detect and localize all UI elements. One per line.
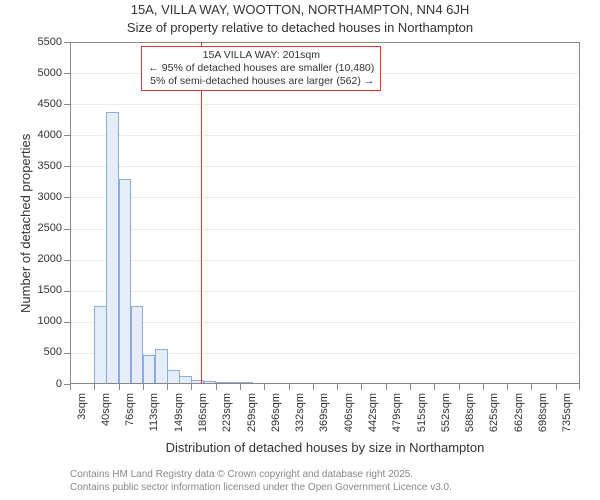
- y-tick-label: 4500: [12, 98, 62, 110]
- x-tick-label: 76sqm: [124, 393, 136, 443]
- x-tick: [337, 384, 338, 390]
- x-tick-label: 698sqm: [537, 393, 549, 443]
- y-tick-label: 3500: [12, 160, 62, 172]
- annotation-line: 5% of semi-detached houses are larger (5…: [148, 75, 374, 88]
- y-tick-label: 500: [12, 346, 62, 358]
- histogram-bar: [106, 112, 119, 384]
- y-tick-label: 4000: [12, 129, 62, 141]
- histogram-bar: [167, 370, 180, 384]
- x-tick-label: 259sqm: [246, 393, 258, 443]
- x-tick: [240, 384, 241, 390]
- footer-line-1: Contains HM Land Registry data © Crown c…: [70, 469, 452, 482]
- x-tick: [531, 384, 532, 390]
- annotation-line: ← 95% of detached houses are smaller (10…: [148, 62, 374, 75]
- x-tick: [264, 384, 265, 390]
- x-tick: [507, 384, 508, 390]
- y-tick-label: 0: [12, 378, 62, 390]
- y-gridline: [70, 197, 580, 198]
- x-tick-label: 662sqm: [513, 393, 525, 443]
- x-tick: [434, 384, 435, 390]
- x-tick: [289, 384, 290, 390]
- chart-title: 15A, VILLA WAY, WOOTTON, NORTHAMPTON, NN…: [0, 2, 600, 18]
- histogram-bar: [119, 179, 132, 384]
- chart-root: { "title": { "line1": "15A, VILLA WAY, W…: [0, 0, 600, 500]
- x-tick: [70, 384, 71, 390]
- x-tick: [459, 384, 460, 390]
- y-tick-label: 2500: [12, 222, 62, 234]
- x-tick-label: 552sqm: [440, 393, 452, 443]
- annotation-line: 15A VILLA WAY: 201sqm: [148, 49, 374, 62]
- y-gridline: [70, 135, 580, 136]
- y-gridline: [70, 291, 580, 292]
- x-tick: [483, 384, 484, 390]
- x-tick-label: 149sqm: [173, 393, 185, 443]
- y-gridline: [70, 104, 580, 105]
- chart-subtitle: Size of property relative to detached ho…: [0, 20, 600, 36]
- reference-line: [201, 42, 202, 384]
- y-tick-label: 1500: [12, 284, 62, 296]
- x-tick: [361, 384, 362, 390]
- x-tick-label: 40sqm: [100, 393, 112, 443]
- x-tick-label: 332sqm: [294, 393, 306, 443]
- plot-area: 15A VILLA WAY: 201sqm← 95% of detached h…: [70, 42, 580, 384]
- x-tick-label: 442sqm: [367, 393, 379, 443]
- x-tick: [216, 384, 217, 390]
- y-tick-label: 1000: [12, 315, 62, 327]
- histogram-bar: [131, 306, 144, 384]
- footer-line-2: Contains public sector information licen…: [70, 482, 452, 495]
- x-tick-label: 223sqm: [221, 393, 233, 443]
- histogram-bar: [143, 355, 156, 384]
- x-tick: [410, 384, 411, 390]
- annotation-box: 15A VILLA WAY: 201sqm← 95% of detached h…: [141, 46, 381, 91]
- y-tick-label: 2000: [12, 253, 62, 265]
- y-gridline: [70, 229, 580, 230]
- x-tick-label: 479sqm: [391, 393, 403, 443]
- x-tick-label: 735sqm: [561, 393, 573, 443]
- y-tick-label: 3000: [12, 191, 62, 203]
- chart-footer: Contains HM Land Registry data © Crown c…: [70, 469, 452, 494]
- y-gridline: [70, 353, 580, 354]
- x-tick-label: 369sqm: [318, 393, 330, 443]
- histogram-bar: [155, 349, 168, 384]
- x-tick-label: 515sqm: [416, 393, 428, 443]
- histogram-bar: [94, 306, 107, 384]
- x-tick-label: 406sqm: [343, 393, 355, 443]
- x-tick-label: 186sqm: [197, 393, 209, 443]
- y-tick-label: 5000: [12, 67, 62, 79]
- x-tick: [556, 384, 557, 390]
- y-gridline: [70, 322, 580, 323]
- x-tick: [167, 384, 168, 390]
- x-tick-label: 625sqm: [488, 393, 500, 443]
- x-tick-label: 296sqm: [270, 393, 282, 443]
- x-tick-label: 3sqm: [76, 393, 88, 443]
- x-tick: [143, 384, 144, 390]
- x-tick: [191, 384, 192, 390]
- x-tick: [313, 384, 314, 390]
- x-tick-label: 113sqm: [148, 393, 160, 443]
- y-gridline: [70, 260, 580, 261]
- x-tick-label: 588sqm: [464, 393, 476, 443]
- y-gridline: [70, 166, 580, 167]
- x-tick: [119, 384, 120, 390]
- y-tick-label: 5500: [12, 36, 62, 48]
- x-tick: [386, 384, 387, 390]
- x-tick: [94, 384, 95, 390]
